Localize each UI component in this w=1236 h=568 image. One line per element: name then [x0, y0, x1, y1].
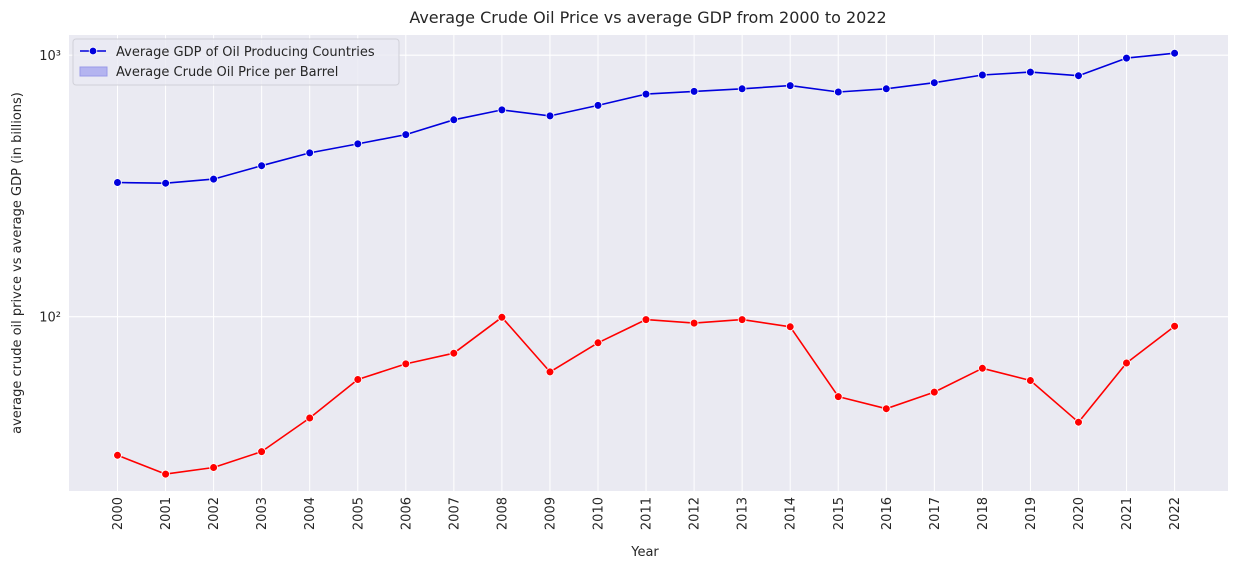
y-tick-label: 10² — [39, 311, 61, 326]
x-tick-label: 2015 — [832, 497, 847, 530]
oil-price-point — [497, 312, 507, 322]
grid — [69, 35, 1228, 491]
y-axis-label: average crude oil privce vs average GDP … — [10, 92, 25, 434]
oil-price-point — [161, 469, 170, 479]
gdp-point — [641, 89, 651, 99]
legend: Average GDP of Oil Producing Countries A… — [72, 38, 400, 86]
x-tick-label: 2010 — [592, 497, 607, 530]
gdp-point — [737, 84, 747, 94]
oil-price-point — [689, 318, 699, 328]
x-tick-label: 2014 — [784, 497, 799, 530]
gdp-point — [305, 148, 315, 158]
x-tick-label: 2007 — [447, 497, 462, 530]
oil-price-point — [833, 392, 843, 401]
oil-price-point — [1122, 358, 1131, 368]
gdp-point — [497, 105, 507, 115]
oil-price-point — [978, 363, 987, 373]
oil-price-point — [1074, 417, 1083, 427]
oil-price-point — [113, 450, 122, 460]
oil-price-point — [1026, 376, 1035, 385]
x-tick-label: 2009 — [543, 497, 558, 530]
gdp-point — [1122, 53, 1131, 63]
x-tick-label: 2008 — [495, 497, 510, 530]
x-tick-label: 2004 — [303, 497, 318, 530]
y-ticks: 10² 10³ — [39, 49, 61, 326]
legend-oil-patch — [79, 66, 108, 77]
gdp-point — [881, 84, 891, 94]
legend-oil-label: Average Crude Oil Price per Barrel — [116, 65, 338, 80]
chart-title: Average Crude Oil Price vs average GDP f… — [409, 8, 886, 27]
x-tick-label: 2017 — [928, 497, 943, 530]
gdp-point — [929, 78, 939, 87]
gdp-point — [545, 111, 555, 121]
gdp-point — [401, 130, 411, 139]
oil-price-point — [305, 413, 315, 423]
oil-price-point — [209, 463, 218, 472]
gdp-point — [785, 81, 795, 90]
gdp-point — [833, 87, 843, 97]
gdp-point — [1170, 48, 1179, 58]
x-tick-label: 2013 — [736, 497, 751, 530]
gdp-point — [113, 178, 122, 187]
oil-price-point — [401, 359, 411, 369]
oil-price-point — [353, 375, 363, 384]
gdp-point — [449, 115, 459, 125]
series-layer — [113, 48, 1179, 479]
x-tick-label: 2021 — [1120, 497, 1135, 530]
gdp-point — [209, 174, 218, 184]
legend-gdp-marker — [88, 46, 98, 56]
gdp-point — [257, 161, 266, 171]
x-tick-label: 2000 — [111, 497, 126, 530]
x-tick-label: 2011 — [640, 497, 655, 530]
gdp-point — [1074, 71, 1083, 80]
x-tick-label: 2005 — [351, 497, 366, 530]
gdp-point — [353, 139, 363, 149]
gdp-point — [1026, 67, 1035, 77]
x-tick-label: 2002 — [207, 497, 222, 530]
x-tick-label: 2001 — [159, 497, 174, 530]
x-tick-label: 2018 — [976, 497, 991, 530]
x-tick-label: 2019 — [1024, 497, 1039, 530]
oil-price-point — [257, 447, 266, 456]
x-tick-label: 2006 — [399, 497, 414, 530]
x-ticks: 2000 2001 2002 2003 2004 2005 2006 2007 2008 2009… — [111, 497, 1183, 530]
oil-price-point — [737, 315, 747, 324]
oil-price-point — [449, 348, 459, 358]
oil-price-point — [785, 322, 795, 332]
gdp-point — [161, 178, 170, 188]
oil-price-point — [545, 367, 555, 377]
gdp-point — [978, 70, 987, 80]
oil-price-point — [1170, 321, 1179, 331]
plot-area — [69, 35, 1228, 491]
x-tick-label: 2020 — [1072, 497, 1087, 530]
x-tick-label: 2003 — [255, 497, 270, 530]
y-tick-label: 10³ — [39, 49, 61, 64]
oil-price-point — [593, 338, 603, 348]
x-axis-label: Year — [630, 545, 659, 560]
oil-price-point — [881, 404, 891, 414]
x-tick-label: 2012 — [688, 497, 703, 530]
legend-gdp-label: Average GDP of Oil Producing Countries — [116, 45, 375, 60]
legend-box — [72, 38, 400, 86]
x-tick-label: 2016 — [880, 497, 895, 530]
oil-price-point — [929, 387, 939, 397]
x-tick-label: 2022 — [1168, 497, 1183, 530]
gdp-point — [689, 87, 699, 96]
oil-price-point — [641, 315, 651, 324]
gdp-point — [593, 101, 603, 110]
